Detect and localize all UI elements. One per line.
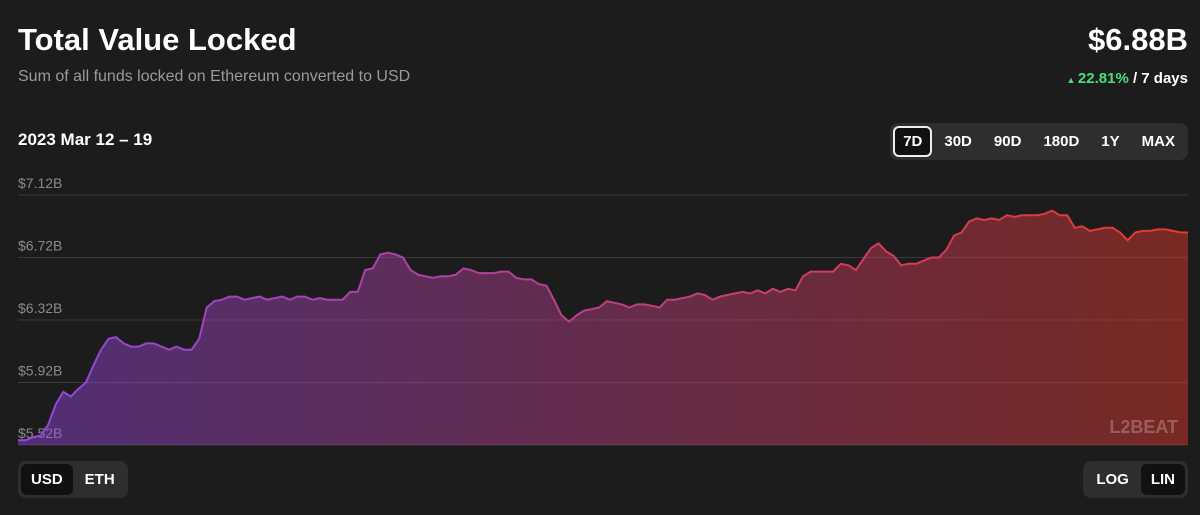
y-tick-label: $6.72B — [18, 238, 62, 254]
toggle-button[interactable]: LIN — [1140, 464, 1185, 495]
toggle-button[interactable]: ETH — [84, 471, 115, 488]
range-buttons: 7D 30D 90D 180D 1Y MAX — [890, 123, 1188, 160]
unit-buttons: USD ETH — [18, 461, 128, 498]
watermark: L2BEAT — [1109, 417, 1178, 437]
y-tick-label: $6.32B — [18, 300, 62, 316]
scale-buttons: LOG LIN — [1083, 461, 1188, 498]
line — [18, 209, 1188, 442]
subtitle: Sum of all funds locked on Ethereum conv… — [18, 68, 411, 85]
change-percent: 22.81% — [1077, 70, 1129, 87]
period: / 7 days — [1132, 70, 1188, 87]
y-tick-label: $5.92B — [18, 363, 62, 379]
toggle-button[interactable]: 1Y — [1101, 133, 1120, 150]
toggle-button[interactable]: 90D — [993, 133, 1022, 150]
toggle-button[interactable]: 30D — [944, 133, 972, 150]
up-arrow: ▲ — [1066, 75, 1078, 85]
date-range: 2023 Mar 12 – 19 — [18, 130, 153, 149]
area — [18, 210, 1188, 445]
tvl-value: $6.88B — [1088, 22, 1188, 57]
toggle-button[interactable]: USD — [21, 464, 73, 495]
toggle-button[interactable]: MAX — [1141, 133, 1175, 150]
toggle-button[interactable]: 7D — [893, 126, 933, 157]
title: Total Value Locked — [18, 22, 297, 57]
change: ▲ 22.81% / 7 days — [1066, 70, 1188, 87]
y-tick-label: $7.12B — [18, 175, 62, 191]
toggle-button[interactable]: 180D — [1043, 133, 1080, 150]
toggle-button[interactable]: LOG — [1096, 471, 1129, 488]
